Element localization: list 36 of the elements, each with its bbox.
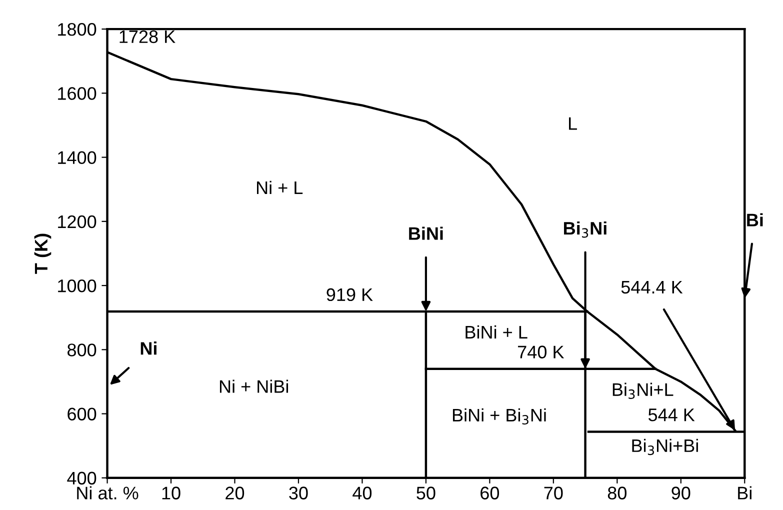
annotation: BiNi + L: [466, 325, 528, 338]
annotation: 740 K: [518, 346, 564, 358]
annotation: Bi$_{3}$Ni+Bi: [632, 438, 698, 456]
annotation: Ni: [140, 342, 156, 355]
y-axis-title: T (K): [34, 234, 52, 274]
annotation: 544.4 K: [621, 281, 683, 294]
x-tick-label: Ni at. %: [77, 486, 138, 500]
annotation: Ni + NiBi: [220, 380, 288, 393]
y-tick-label: 1000: [58, 279, 96, 292]
y-tick-label: 1400: [58, 151, 96, 164]
y-tick-label: 600: [68, 408, 96, 420]
annotation: BiNi + Bi$_{3}$Ni: [452, 408, 546, 425]
x-tick-label: 10: [162, 486, 180, 500]
x-tick-label: Bi: [738, 486, 752, 500]
text: Bi: [747, 213, 763, 226]
annotation: Bi$_{3}$Ni+L: [612, 382, 674, 399]
annotation: 919 K: [326, 288, 373, 302]
x-tick-label: 50: [416, 486, 436, 500]
x-tick-label: 30: [289, 486, 308, 500]
annotation: L: [569, 117, 577, 130]
x-tick-label: 70: [544, 486, 563, 500]
y-tick-label: 1800: [58, 23, 96, 36]
x-tick-label: 20: [226, 486, 244, 500]
x-tick-label: 80: [608, 486, 626, 500]
x-tick-label: 40: [352, 486, 372, 500]
annotation: 544 K: [648, 408, 695, 422]
y-tick-label: 1200: [58, 215, 96, 228]
annotation: Bi$_{3}$Ni: [564, 221, 606, 238]
x-tick-label: 60: [480, 486, 500, 500]
annotation: BiNi: [409, 226, 443, 240]
annotation: Ni + L: [257, 180, 303, 194]
y-tick-label: 400: [67, 472, 96, 485]
y-tick-label: 800: [68, 344, 96, 356]
y-tick-label: 1600: [58, 87, 96, 100]
x-tick-label: 90: [672, 486, 690, 500]
annotation: 1728 K: [120, 30, 176, 44]
